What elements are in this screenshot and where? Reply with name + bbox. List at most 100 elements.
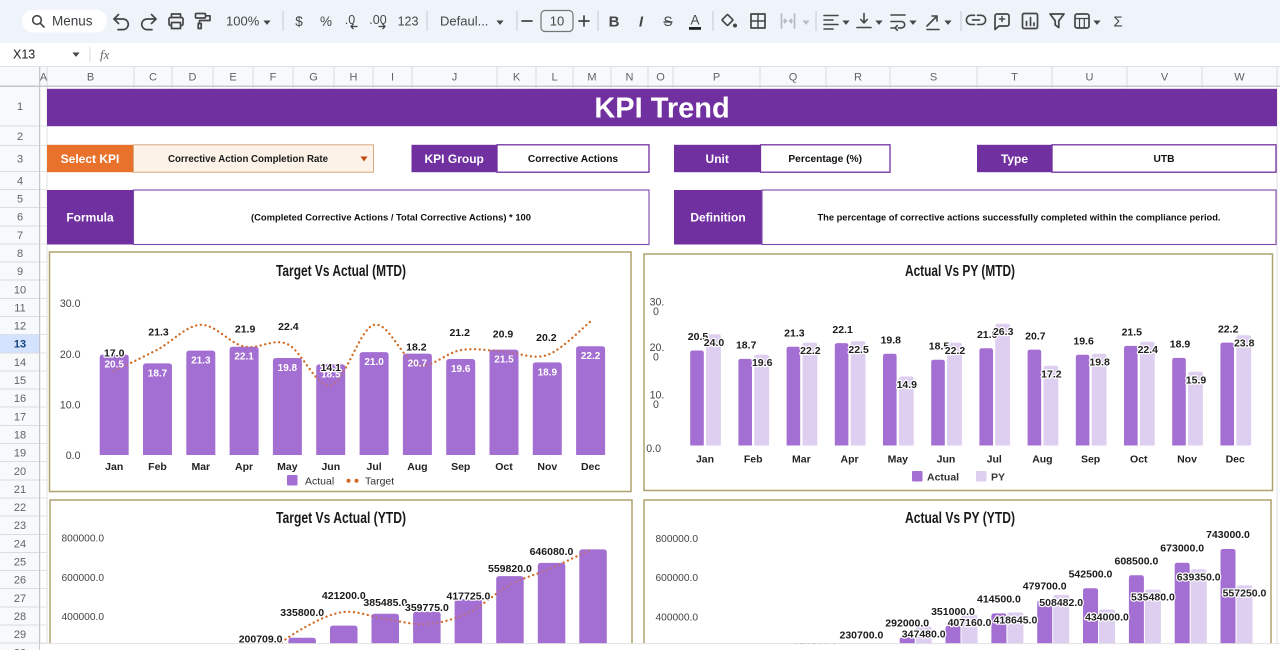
svg-text:30.0: 30.0 xyxy=(60,298,81,310)
svg-text:Mar: Mar xyxy=(792,453,811,465)
svg-text:639350.0: 639350.0 xyxy=(1177,571,1221,583)
svg-text:O: O xyxy=(656,71,665,83)
svg-text:19.8: 19.8 xyxy=(881,335,902,347)
svg-text:26.3: 26.3 xyxy=(993,326,1014,338)
svg-text:400000.0: 400000.0 xyxy=(656,612,699,623)
svg-text:15.9: 15.9 xyxy=(1186,374,1207,386)
svg-text:Select KPI: Select KPI xyxy=(61,152,120,166)
svg-text:743000.0: 743000.0 xyxy=(1206,529,1250,541)
svg-text:Q: Q xyxy=(789,71,798,83)
svg-text:G: G xyxy=(309,71,318,83)
svg-text:Oct: Oct xyxy=(495,461,513,473)
svg-text:0: 0 xyxy=(653,306,659,318)
svg-text:%: % xyxy=(320,14,332,29)
svg-text:N: N xyxy=(626,71,634,83)
svg-text:23.8: 23.8 xyxy=(1234,338,1255,350)
svg-text:15: 15 xyxy=(14,375,26,387)
svg-text:18.2: 18.2 xyxy=(406,342,427,354)
svg-text:Corrective Actions: Corrective Actions xyxy=(528,154,619,165)
svg-text:0.0: 0.0 xyxy=(66,450,81,462)
svg-text:200709.0: 200709.0 xyxy=(239,633,283,645)
svg-text:22.2: 22.2 xyxy=(800,345,821,357)
svg-text:X13: X13 xyxy=(13,48,35,62)
svg-text:20.9: 20.9 xyxy=(493,328,514,340)
svg-text:23: 23 xyxy=(14,520,26,532)
svg-text:608500.0: 608500.0 xyxy=(1115,555,1159,567)
svg-text:A: A xyxy=(40,71,48,83)
svg-text:Actual Vs PY (MTD): Actual Vs PY (MTD) xyxy=(905,263,1015,280)
svg-text:L: L xyxy=(551,71,557,83)
svg-text:22.2: 22.2 xyxy=(581,351,601,362)
svg-text:Oct: Oct xyxy=(1130,453,1148,465)
svg-text:K: K xyxy=(513,71,521,83)
svg-text:20.2: 20.2 xyxy=(536,332,557,344)
svg-text:2: 2 xyxy=(17,131,23,143)
svg-text:359775.0: 359775.0 xyxy=(405,602,449,614)
svg-text:18.7: 18.7 xyxy=(736,340,757,352)
svg-text:Formula: Formula xyxy=(66,211,114,225)
svg-text:21.3: 21.3 xyxy=(148,326,169,338)
svg-text:A: A xyxy=(690,13,699,28)
svg-text:21.2: 21.2 xyxy=(449,327,470,339)
svg-text:10.: 10. xyxy=(650,390,665,402)
svg-text:Jun: Jun xyxy=(937,453,956,465)
svg-text:535480.0: 535480.0 xyxy=(1131,592,1175,604)
svg-text:557250.0: 557250.0 xyxy=(1223,587,1267,599)
svg-text:479700.0: 479700.0 xyxy=(1023,581,1067,593)
svg-text:$: $ xyxy=(295,14,303,29)
svg-text:.0: .0 xyxy=(345,13,355,27)
svg-text:646080.0: 646080.0 xyxy=(530,546,574,558)
svg-text:8: 8 xyxy=(17,248,23,260)
svg-text:22.1: 22.1 xyxy=(832,324,853,336)
svg-text:Defaul...: Defaul... xyxy=(440,14,488,29)
svg-text:10: 10 xyxy=(14,284,26,296)
svg-text:Actual Vs PY (YTD): Actual Vs PY (YTD) xyxy=(905,510,1015,527)
svg-text:22.2: 22.2 xyxy=(945,345,966,357)
svg-text:28: 28 xyxy=(14,611,26,623)
svg-text:20.5: 20.5 xyxy=(688,331,709,343)
svg-text:5: 5 xyxy=(17,194,23,206)
svg-text:21.3: 21.3 xyxy=(784,328,805,340)
svg-text:Apr: Apr xyxy=(841,453,859,465)
svg-text:22: 22 xyxy=(14,502,26,514)
svg-text:17.2: 17.2 xyxy=(1041,368,1062,380)
svg-text:.00: .00 xyxy=(369,13,386,27)
svg-text:Definition: Definition xyxy=(690,211,745,225)
svg-text:Apr: Apr xyxy=(235,461,253,473)
svg-text:Feb: Feb xyxy=(148,461,167,473)
svg-text:U: U xyxy=(1086,71,1094,83)
svg-text:24: 24 xyxy=(14,538,26,550)
svg-text:Type: Type xyxy=(1001,152,1028,166)
svg-text:434000.0: 434000.0 xyxy=(1085,612,1129,624)
svg-text:407160.0: 407160.0 xyxy=(948,617,992,629)
svg-text:421200.0: 421200.0 xyxy=(322,590,366,602)
svg-text:Target Vs Actual (MTD): Target Vs Actual (MTD) xyxy=(276,263,406,280)
svg-text:Menus: Menus xyxy=(52,14,93,29)
svg-text:9: 9 xyxy=(17,266,23,278)
svg-text:Jul: Jul xyxy=(367,461,382,473)
svg-text:123: 123 xyxy=(398,15,419,29)
svg-text:22.1: 22.1 xyxy=(234,352,254,363)
svg-text:I: I xyxy=(639,15,644,31)
svg-text:D: D xyxy=(189,71,197,83)
svg-text:18.7: 18.7 xyxy=(148,368,168,379)
svg-text:21.5: 21.5 xyxy=(494,355,514,366)
svg-text:18.5: 18.5 xyxy=(929,341,950,353)
svg-text:May: May xyxy=(277,461,298,473)
svg-text:22.4: 22.4 xyxy=(1138,344,1159,356)
svg-text:21.9: 21.9 xyxy=(235,323,256,335)
svg-text:Σ: Σ xyxy=(1113,14,1122,31)
svg-text:P: P xyxy=(713,71,720,83)
svg-text:J: J xyxy=(452,71,458,83)
svg-text:20.7: 20.7 xyxy=(408,359,428,370)
svg-text:Nov: Nov xyxy=(1177,453,1197,465)
svg-text:542500.0: 542500.0 xyxy=(1069,568,1113,580)
svg-text:20.0: 20.0 xyxy=(60,349,81,361)
svg-text:19.6: 19.6 xyxy=(1073,335,1094,347)
svg-text:3: 3 xyxy=(17,153,23,165)
svg-text:Mar: Mar xyxy=(191,461,210,473)
svg-text:414500.0: 414500.0 xyxy=(977,593,1021,605)
svg-text:Dec: Dec xyxy=(581,461,600,473)
svg-text:Corrective Action Completion R: Corrective Action Completion Rate xyxy=(168,154,329,165)
svg-text:4: 4 xyxy=(17,175,23,187)
